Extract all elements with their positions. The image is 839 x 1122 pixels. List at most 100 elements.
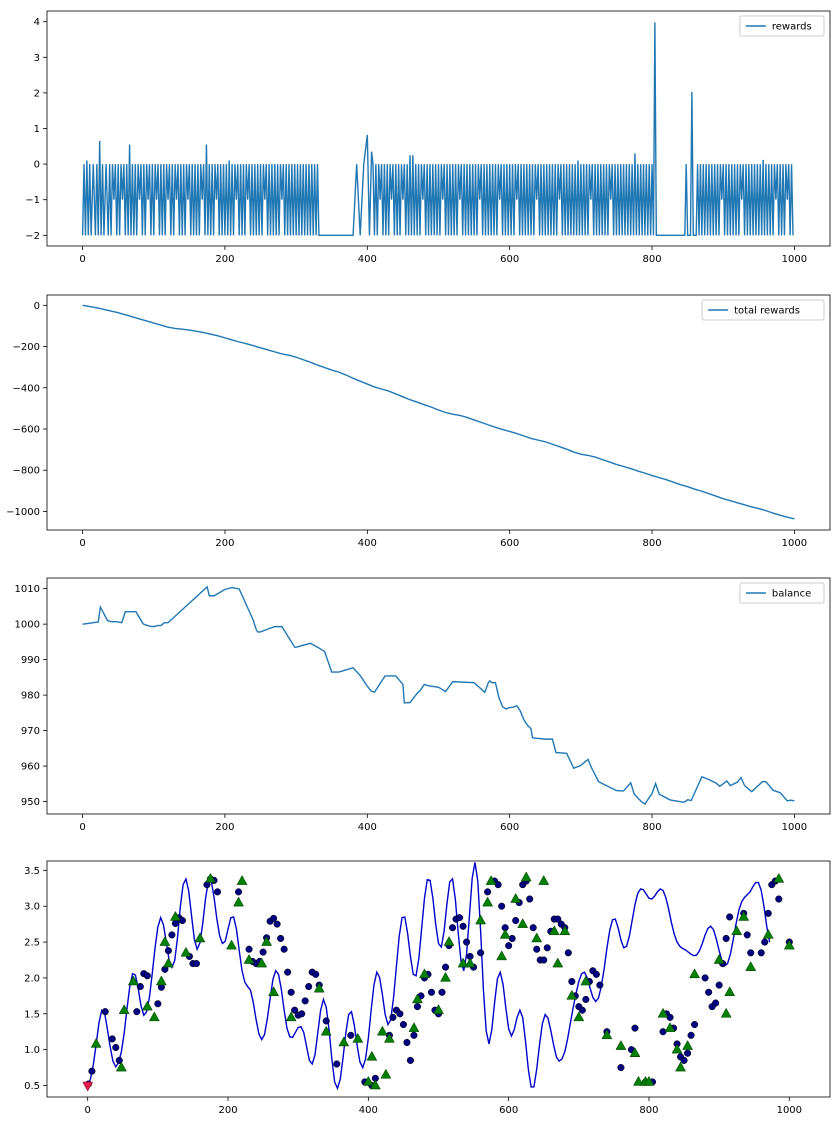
x-tick-label: 0 [79, 822, 85, 833]
y-tick-label: 0 [34, 160, 40, 171]
hold-dot-marker [322, 1017, 330, 1025]
hold-dot-marker [512, 916, 520, 925]
hold-dot-marker [171, 919, 179, 927]
hold-dot-marker [438, 988, 446, 996]
buy-triangle-marker [90, 1037, 102, 1048]
sell-triangle-marker [82, 1081, 94, 1092]
y-tick-label: −400 [13, 383, 40, 394]
x-tick-label: 600 [499, 1105, 518, 1116]
hold-dot-marker [234, 888, 243, 896]
y-tick-label: 0 [34, 301, 40, 312]
buy-triangle-marker [243, 953, 255, 964]
x-tick-label: 800 [639, 1105, 658, 1116]
buy-triangle-marker [376, 1025, 388, 1036]
hold-dot-marker [192, 960, 200, 968]
y-tick-label: 2.0 [24, 973, 40, 984]
hold-dot-marker [757, 949, 765, 957]
hold-dot-marker [455, 914, 464, 922]
y-tick-label: 4 [34, 17, 40, 28]
buy-triangle-marker [664, 1022, 676, 1032]
hold-dot-marker [305, 982, 313, 991]
buy-triangle-marker [745, 961, 757, 971]
x-tick-label: 0 [79, 254, 85, 265]
buy-triangle-marker [169, 910, 181, 921]
legend: total rewards [701, 299, 825, 321]
hold-dot-marker [526, 895, 534, 903]
hold-dot-marker [298, 1010, 306, 1018]
x-tick-label: 1000 [782, 538, 807, 549]
hold-dot-marker [701, 974, 709, 982]
hold-dot-marker [245, 945, 253, 953]
series-line-balance [82, 585, 795, 806]
hold-dot-marker [284, 968, 292, 976]
hold-dot-marker [775, 895, 783, 903]
hold-dot-marker [691, 1021, 699, 1029]
y-tick-label: 2 [34, 88, 40, 99]
buy-triangle-marker [366, 1050, 378, 1061]
buy-triangle-marker [783, 939, 795, 950]
x-tick-label: 200 [215, 822, 234, 833]
buy-triangle-marker [162, 957, 174, 968]
hold-dot-marker [761, 938, 769, 946]
hold-dot-marker [631, 1024, 639, 1032]
buy-triangle-marker [236, 875, 248, 885]
x-tick-label: 800 [642, 254, 661, 265]
hold-dot-marker [498, 902, 506, 910]
x-tick-label: 200 [215, 254, 234, 265]
chart-panel-4: 0 200 400 600 800 1000 0.5 1.0 1.5 2.0 2.5 3.0 3.5 [24, 860, 831, 1116]
hold-dot-marker [747, 949, 755, 957]
hold-dot-marker [726, 913, 734, 921]
buy-triangle-marker [580, 975, 592, 986]
buy-triangle-marker [352, 1032, 364, 1043]
x-tick-label: 1000 [782, 254, 807, 265]
buy-triangle-marker [552, 957, 564, 968]
y-tick-label: 1.0 [24, 1045, 40, 1056]
buy-triangle-marker [773, 872, 785, 883]
plot-area [82, 862, 795, 1092]
hold-dot-marker [705, 988, 713, 996]
hold-dot-marker [448, 924, 457, 932]
buy-triangle-marker [115, 1061, 127, 1072]
buy-triangle-marker [180, 946, 192, 957]
buy-triangle-marker [141, 1000, 153, 1011]
y-tick-label: 960 [21, 762, 40, 773]
y-tick-label: −1 [25, 195, 40, 206]
x-tick-label: 800 [642, 822, 661, 833]
legend-box [701, 299, 825, 321]
buy-triangle-marker [148, 1011, 160, 1022]
buy-triangle-marker [633, 1075, 644, 1086]
buy-triangle-marker [682, 1040, 693, 1050]
buy-triangle-marker [675, 1061, 686, 1072]
buy-triangle-marker [643, 1075, 655, 1086]
hold-dot-marker [568, 977, 576, 986]
buy-triangle-marker [433, 1004, 444, 1014]
buy-triangle-marker [159, 936, 171, 946]
x-tick-label: 1000 [782, 822, 807, 833]
axes-frame [46, 577, 831, 815]
x-tick-label: 400 [358, 538, 377, 549]
hold-dot-marker [578, 1006, 586, 1014]
y-tick-label: 980 [21, 691, 40, 702]
buy-triangle-marker [233, 896, 244, 907]
hold-dot-marker [712, 999, 720, 1007]
series-line-total-rewards [82, 304, 795, 520]
x-tick-label: 600 [500, 538, 519, 549]
buy-triangle-marker [531, 932, 543, 943]
hold-dot-marker [680, 1056, 688, 1064]
chart-panels: 0 200 400 600 800 1000 −2 −1 0 1 2 3 4 rewards 0 200 400… [6, 10, 831, 1116]
y-tick-label: 1 [34, 124, 40, 135]
plot-area [82, 585, 795, 806]
plot-area [82, 304, 795, 520]
hold-dot-marker [101, 1008, 109, 1016]
hold-dot-marker [505, 942, 513, 950]
buy-triangle-marker [412, 993, 423, 1004]
buy-triangle-marker [720, 1007, 732, 1018]
hold-dot-marker [136, 982, 144, 991]
buy-triangle-marker [457, 957, 469, 968]
hold-dot-marker [143, 972, 151, 980]
buy-triangle-marker [118, 1004, 130, 1014]
hold-dot-marker [406, 1056, 414, 1064]
buy-triangle-marker [408, 1022, 420, 1032]
x-tick-label: 800 [642, 538, 661, 549]
